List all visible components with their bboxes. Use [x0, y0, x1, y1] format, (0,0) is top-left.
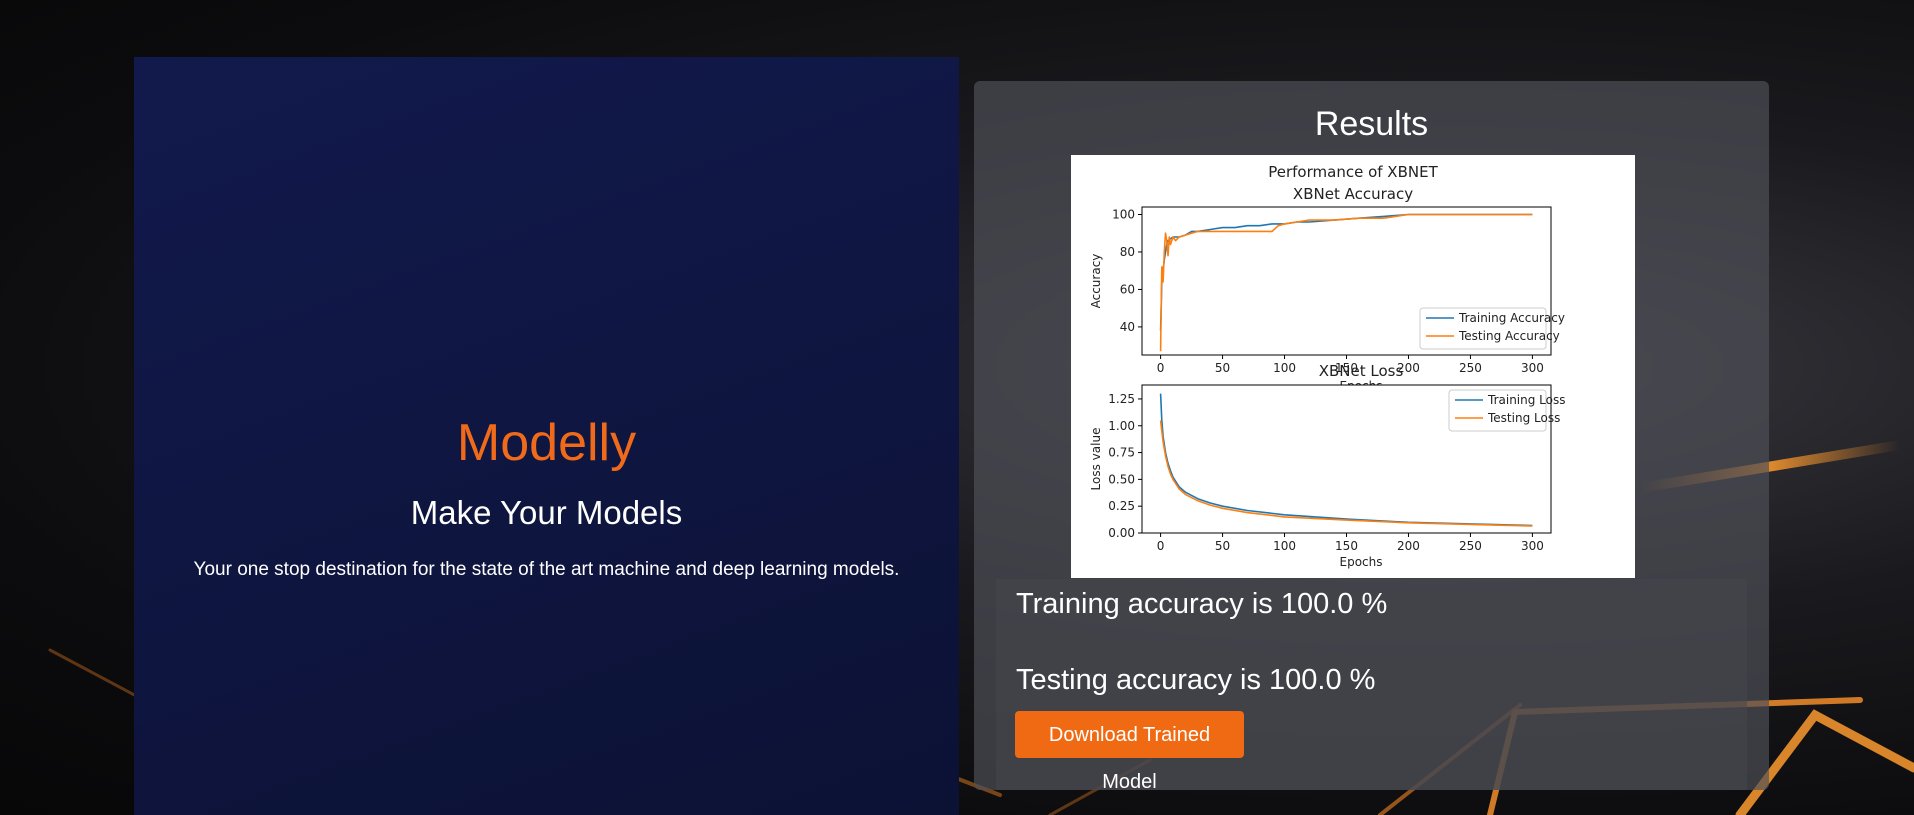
accuracy-xtick-label: 300 — [1521, 361, 1544, 375]
hero-description: Your one stop destination for the state … — [193, 559, 900, 580]
results-title: Results — [1314, 105, 1429, 143]
accuracy-ytick-label: 80 — [1120, 245, 1135, 259]
accuracy-xtick-label: 150 — [1335, 361, 1358, 375]
loss-xtick-label: 200 — [1397, 539, 1420, 553]
loss-ytick-label: 0.75 — [1108, 446, 1135, 460]
accuracy-legend: Training Accuracy Testing Accuracy — [1419, 307, 1565, 350]
loss-ytick-label: 0.25 — [1108, 499, 1135, 513]
testing-accuracy-text: Testing accuracy is 100.0 % — [1016, 664, 1376, 696]
results-panel: Results Performance of XBNET XBNet Accur… — [974, 81, 1769, 793]
loss-ytick-label: 1.25 — [1108, 392, 1135, 406]
performance-figure: Performance of XBNET XBNet Accuracy 0 50 1… — [1071, 155, 1635, 578]
loss-xtick-label: 0 — [1157, 539, 1165, 553]
accuracy-xtick-label: 50 — [1215, 361, 1230, 375]
loss-plot-title: XBNet Loss — [1319, 362, 1404, 380]
loss-legend: Training Loss Testing Loss — [1448, 389, 1565, 432]
figure-suptitle: Performance of XBNET — [1268, 163, 1438, 181]
hero-subtitle: Make Your Models — [410, 494, 683, 531]
performance-chart: Performance of XBNET XBNet Accuracy 0 50 1… — [1089, 163, 1565, 569]
loss-ytick-label: 0.50 — [1108, 472, 1135, 486]
loss-ytick-label: 1.00 — [1108, 419, 1135, 433]
accuracy-ytick-label: 40 — [1120, 320, 1135, 334]
brand-title: Modelly — [456, 414, 637, 472]
accuracy-xtick-label: 200 — [1397, 361, 1420, 375]
accuracy-series-testing-accuracy — [1159, 213, 1533, 352]
accuracy-plot-title: XBNet Accuracy — [1293, 185, 1413, 203]
training-accuracy-text: Training accuracy is 100.0 % — [1016, 588, 1388, 620]
loss-xtick-label: 150 — [1335, 539, 1358, 553]
accuracy-xtick-label: 250 — [1459, 361, 1482, 375]
legend-testing-accuracy: Testing Accuracy — [1458, 329, 1560, 343]
accuracy-ylabel: Accuracy — [1089, 254, 1103, 309]
loss-xtick-label: 50 — [1215, 539, 1230, 553]
accuracy-ytick-label: 60 — [1120, 282, 1135, 296]
loss-xtick-label: 250 — [1459, 539, 1482, 553]
loss-xlabel: Epochs — [1340, 555, 1383, 569]
legend-training-loss: Training Loss — [1487, 393, 1565, 407]
loss-xtick-label: 100 — [1273, 539, 1296, 553]
loss-ytick-label: 0.00 — [1108, 526, 1135, 540]
download-model-button[interactable]: Download Trained Model — [1015, 711, 1244, 793]
loss-series-testing-loss — [1159, 420, 1533, 527]
hero-panel: Modelly Make Your Models Your one stop d… — [134, 57, 959, 815]
accuracy-ytick-label: 100 — [1112, 207, 1135, 221]
accuracy-xtick-label: 0 — [1157, 361, 1165, 375]
loss-ylabel: Loss value — [1089, 428, 1103, 491]
accuracy-xtick-label: 100 — [1273, 361, 1296, 375]
loss-xtick-label: 300 — [1521, 539, 1544, 553]
legend-training-accuracy: Training Accuracy — [1458, 311, 1565, 325]
legend-testing-loss: Testing Loss — [1487, 411, 1560, 425]
